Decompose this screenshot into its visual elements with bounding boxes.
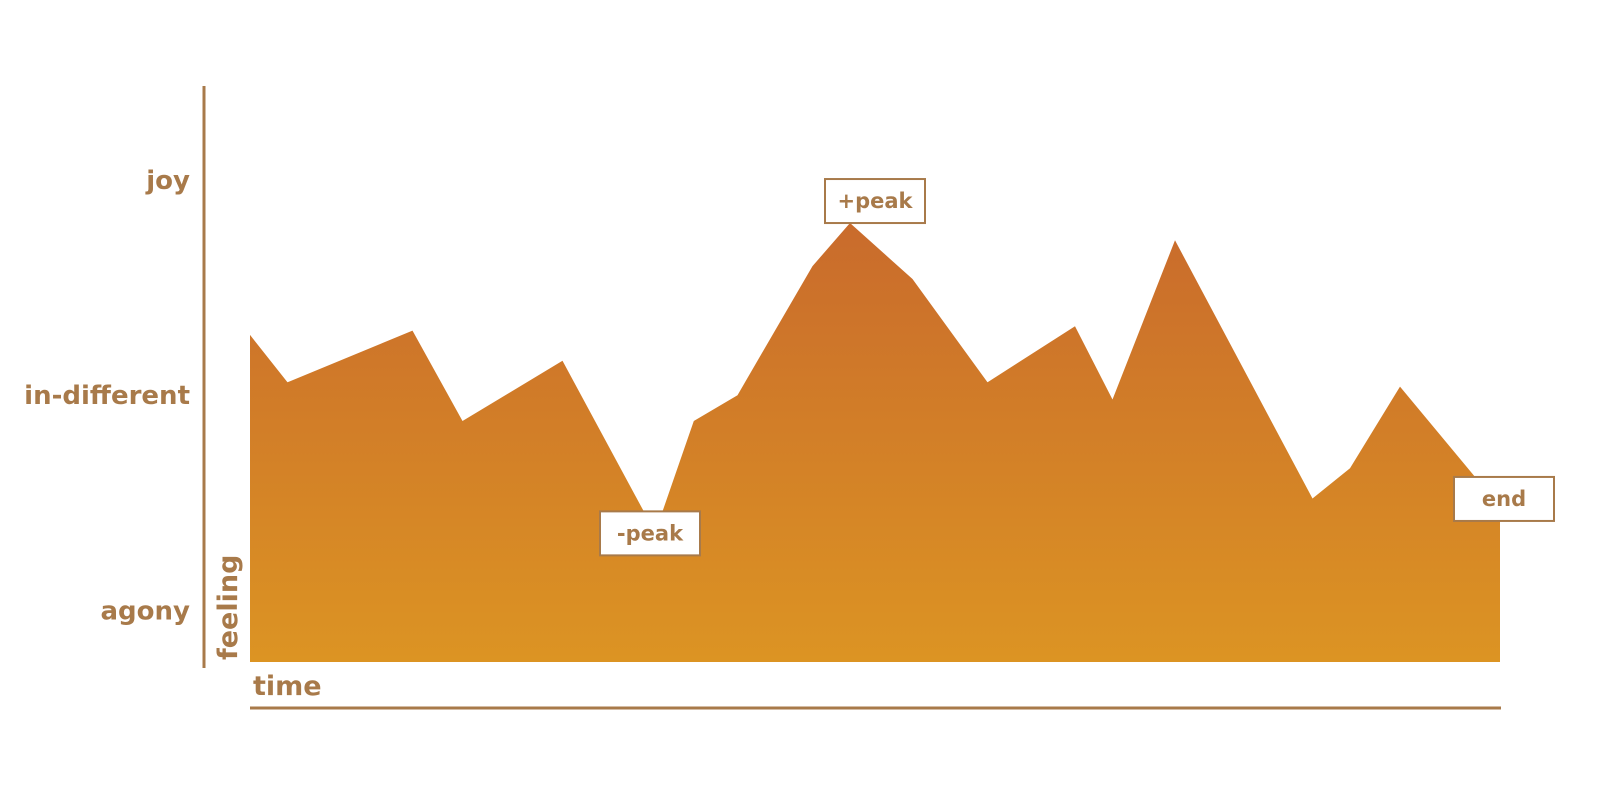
y-axis-title: feeling	[213, 555, 244, 660]
annotation-end: end	[1453, 475, 1555, 522]
y-level-label-joy: joy	[145, 166, 190, 196]
annotation-label: -peak	[617, 521, 684, 545]
feeling-area	[250, 223, 1500, 662]
x-axis-title: time	[253, 671, 322, 702]
annotation-label: +peak	[837, 189, 913, 213]
annotation-label: end	[1482, 487, 1526, 511]
annotation-box	[599, 510, 701, 557]
y-level-label-agony: agony	[101, 596, 191, 626]
annotation-peak-low: -peak	[599, 510, 701, 557]
y-level-label-in-different: in-different	[24, 381, 190, 411]
y-level-labels: agony in-different joy	[24, 166, 190, 626]
annotation-box	[1453, 475, 1555, 522]
annotations: +peak -peak end	[599, 178, 1555, 557]
annotation-box	[824, 178, 926, 225]
annotation-peak-high: +peak	[824, 178, 926, 225]
